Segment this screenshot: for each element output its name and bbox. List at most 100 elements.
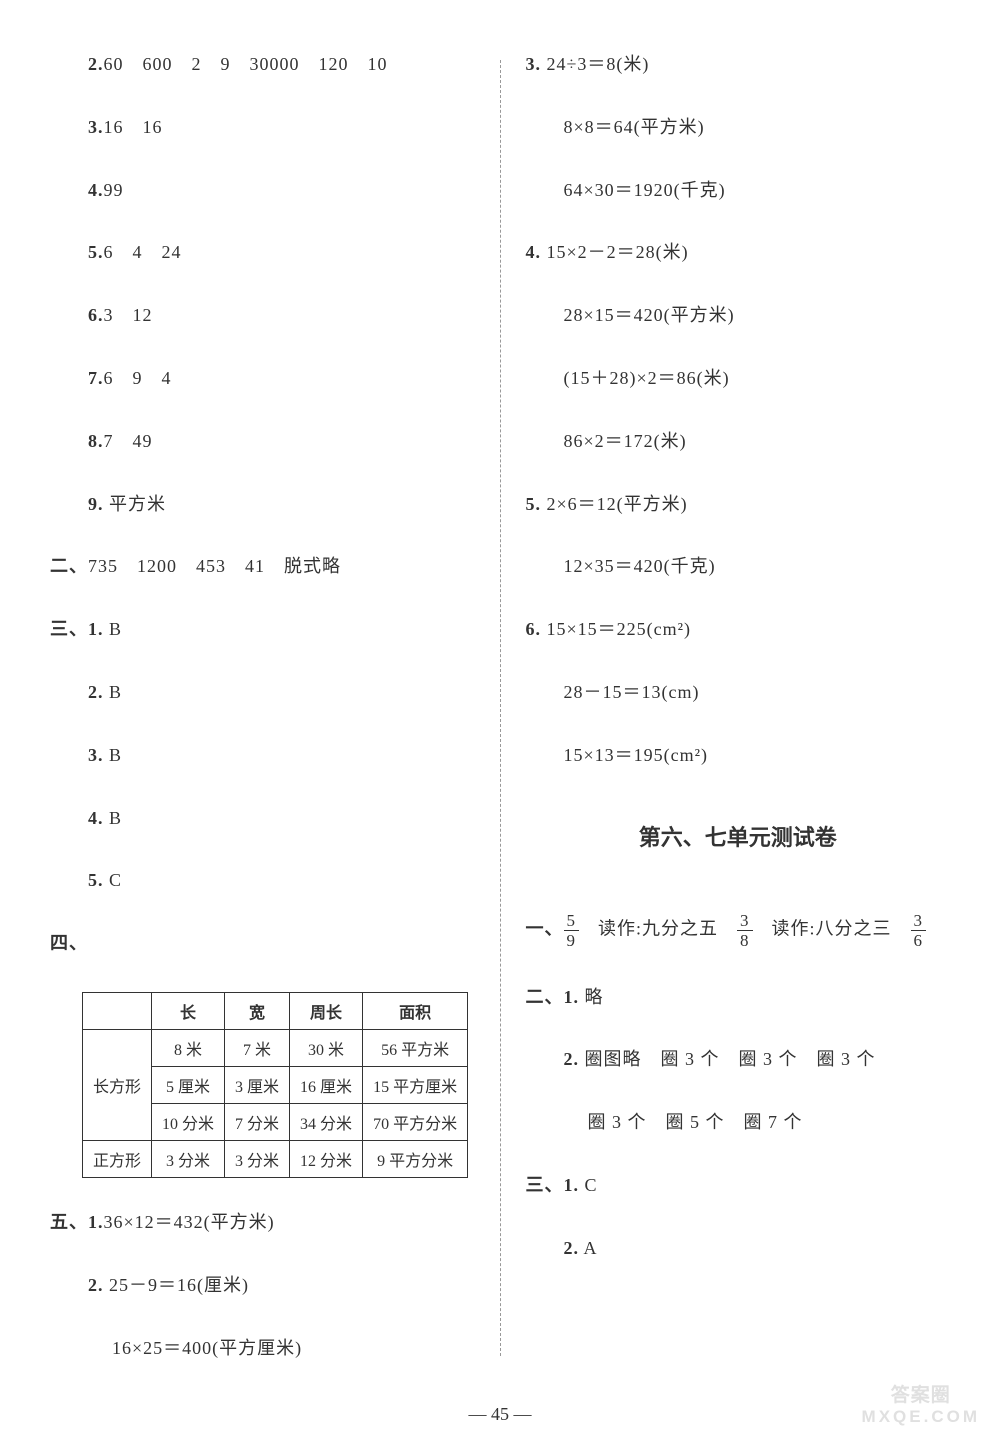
table-header: 面积 xyxy=(363,992,468,1029)
answer-item: 2. A xyxy=(526,1234,951,1263)
item-text: 12×35＝420(千克) xyxy=(564,556,716,576)
fraction-reading: 读作:八分之三 xyxy=(753,918,911,938)
fraction: 59 xyxy=(564,912,580,949)
answer-item: 8.7 49 xyxy=(50,427,475,456)
answer-item: 86×2＝172(米) xyxy=(526,427,951,456)
item-text: 7 49 xyxy=(104,431,153,451)
item-text: (15＋28)×2＝86(米) xyxy=(564,368,730,388)
table-cell: 16 厘米 xyxy=(290,1066,363,1103)
table-cell: 3 分米 xyxy=(225,1140,290,1177)
item-text: 15×13＝195(cm²) xyxy=(564,745,709,765)
table-header xyxy=(83,992,152,1029)
watermark-top: 答案圈 xyxy=(862,1380,980,1407)
answer-item: 2. 圈图略 圈 3 个 圈 3 个 圈 3 个 xyxy=(526,1045,951,1074)
table-cell: 56 平方米 xyxy=(363,1029,468,1066)
answer-item: (15＋28)×2＝86(米) xyxy=(526,364,951,393)
watermark: 答案圈 MXQE.COM xyxy=(862,1380,980,1427)
answer-item: 五、1.36×12＝432(平方米) xyxy=(50,1208,475,1237)
item-text: B xyxy=(104,808,123,828)
item-number: 二、1. xyxy=(526,987,580,1007)
item-number: 8. xyxy=(88,431,104,451)
item-number: 2. xyxy=(88,54,104,74)
answer-item: 5. C xyxy=(50,866,475,895)
item-text: 圈 3 个 圈 5 个 圈 7 个 xyxy=(588,1112,803,1132)
answer-item: 三、1. B xyxy=(50,615,475,644)
item-number: 5. xyxy=(88,242,104,262)
item-number: 4. xyxy=(88,180,104,200)
answer-item: 8×8＝64(平方米) xyxy=(526,113,951,142)
answer-item: 2. 25－9＝16(厘米) xyxy=(50,1271,475,1300)
item-text: 平方米 xyxy=(104,494,167,514)
item-text: 15×15＝225(cm²) xyxy=(541,619,691,639)
item-text: 2×6＝12(平方米) xyxy=(541,494,688,514)
table-cell: 10 分米 xyxy=(152,1103,225,1140)
table-cell: 5 厘米 xyxy=(152,1066,225,1103)
answer-item: 9. 平方米 xyxy=(50,490,475,519)
answer-item: 3. 24÷3＝8(米) xyxy=(526,50,951,79)
answer-item: 6. 15×15＝225(cm²) xyxy=(526,615,951,644)
item-number: 5. xyxy=(88,870,104,890)
table-row: 正方形3 分米3 分米12 分米9 平方分米 xyxy=(83,1140,468,1177)
item-number: 三、1. xyxy=(50,619,104,639)
item-number: 5. xyxy=(526,494,542,514)
item-text: B xyxy=(104,619,123,639)
answer-item: 2. B xyxy=(50,678,475,707)
table-cell: 15 平方厘米 xyxy=(363,1066,468,1103)
answer-item: 16×25＝400(平方厘米) xyxy=(50,1334,475,1363)
table-header: 长 xyxy=(152,992,225,1029)
item-text: 24÷3＝8(米) xyxy=(541,54,649,74)
item-number: 五、1. xyxy=(50,1212,104,1232)
item-text: 16×25＝400(平方厘米) xyxy=(112,1338,302,1358)
item-number: 3. xyxy=(526,54,542,74)
fraction-line: 一、59 读作:九分之五 38 读作:八分之三 36 xyxy=(526,912,951,949)
item-text: 8×8＝64(平方米) xyxy=(564,117,705,137)
fraction: 36 xyxy=(911,912,927,949)
answer-item: 64×30＝1920(千克) xyxy=(526,176,951,205)
item-text: 25－9＝16(厘米) xyxy=(104,1275,250,1295)
fraction-reading: 读作:九分之五 xyxy=(579,918,737,938)
table-cell: 9 平方分米 xyxy=(363,1140,468,1177)
left-column: 2.60 600 2 9 30000 120 103.16 164.995.6 … xyxy=(45,50,500,1396)
answer-item: 7.6 9 4 xyxy=(50,364,475,393)
table-cell: 3 厘米 xyxy=(225,1066,290,1103)
answer-item: 四、 xyxy=(50,929,475,958)
table-cell: 3 分米 xyxy=(152,1140,225,1177)
answer-item: 圈 3 个 圈 5 个 圈 7 个 xyxy=(526,1108,951,1137)
item-text: 36×12＝432(平方米) xyxy=(104,1212,275,1232)
item-text: 28－15＝13(cm) xyxy=(564,682,700,702)
table-cell: 8 米 xyxy=(152,1029,225,1066)
item-number: 2. xyxy=(564,1238,580,1258)
item-number: 6. xyxy=(88,305,104,325)
item-number: 2. xyxy=(88,682,104,702)
answer-item: 2.60 600 2 9 30000 120 10 xyxy=(50,50,475,79)
item-number: 9. xyxy=(88,494,104,514)
table-cell: 70 平方分米 xyxy=(363,1103,468,1140)
answer-item: 二、1. 略 xyxy=(526,983,951,1012)
item-text: B xyxy=(104,682,123,702)
table-cell: 长方形 xyxy=(83,1029,152,1140)
section-title: 第六、七单元测试卷 xyxy=(526,820,951,852)
answer-item: 4. 15×2－2＝28(米) xyxy=(526,238,951,267)
item-number: 4. xyxy=(88,808,104,828)
table-cell: 正方形 xyxy=(83,1140,152,1177)
answer-item: 3.16 16 xyxy=(50,113,475,142)
item-text: 6 9 4 xyxy=(104,368,172,388)
answer-item: 3. B xyxy=(50,741,475,770)
right-column: 3. 24÷3＝8(米) 8×8＝64(平方米) 64×30＝1920(千克) 4. … xyxy=(501,50,956,1396)
answer-item: 二、735 1200 453 41 脱式略 xyxy=(50,552,475,581)
page-number: — 45 — xyxy=(469,1404,532,1425)
item-number: 4. xyxy=(526,242,542,262)
answer-item: 4.99 xyxy=(50,176,475,205)
item-text: 6 4 24 xyxy=(104,242,182,262)
table-cell: 34 分米 xyxy=(290,1103,363,1140)
answer-item: 15×13＝195(cm²) xyxy=(526,741,951,770)
table-cell: 7 分米 xyxy=(225,1103,290,1140)
answer-item: 三、1. C xyxy=(526,1171,951,1200)
fraction: 38 xyxy=(737,912,753,949)
answer-item: 5.6 4 24 xyxy=(50,238,475,267)
item-text: 15×2－2＝28(米) xyxy=(541,242,689,262)
item-text: 28×15＝420(平方米) xyxy=(564,305,735,325)
item-text: 16 16 xyxy=(104,117,163,137)
table-cell: 30 米 xyxy=(290,1029,363,1066)
item-number: 2. xyxy=(88,1275,104,1295)
